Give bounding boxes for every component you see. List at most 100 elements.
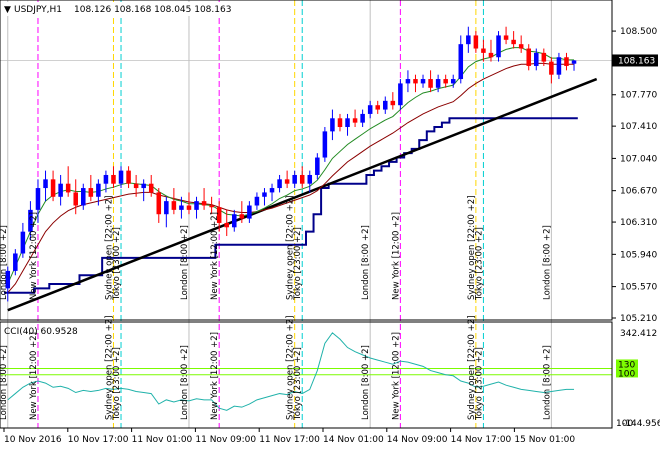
cci-level-100-box: [616, 368, 638, 378]
chart-symbol: USDJPY,H1: [14, 5, 62, 15]
price-tick-label: 107.410: [620, 122, 657, 132]
candle: [337, 113, 343, 132]
candle-body: [511, 39, 516, 45]
candle-body: [541, 52, 547, 62]
candle-body: [360, 113, 365, 123]
candle-body: [503, 35, 509, 40]
candle: [307, 170, 313, 193]
cci-min-label: -144.9565: [622, 419, 660, 429]
session-label-london: London [8:00 +2]: [542, 225, 552, 300]
candle: [73, 179, 78, 215]
candle: [549, 57, 554, 84]
candle-body: [549, 61, 554, 75]
candle: [20, 222, 26, 258]
price-axis[interactable]: 108.500 108.163 107.770 107.410 107.040 106.6…: [612, 27, 658, 324]
candle: [126, 166, 131, 189]
candle: [88, 174, 94, 202]
trendline[interactable]: [7, 77, 598, 312]
session-label-london: London [8:00 +2]: [0, 225, 9, 300]
candle: [511, 31, 516, 49]
candle-body: [405, 79, 411, 84]
candle-body: [201, 201, 207, 206]
candle: [315, 153, 320, 180]
candle-body: [367, 105, 373, 114]
cci-pane-border: [0, 321, 613, 429]
dropdown-arrow-icon[interactable]: ▼: [4, 5, 11, 15]
candle: [405, 70, 411, 93]
session-label-sydney: Sydney open [22:00 +2]: [286, 316, 296, 420]
candle-body: [269, 188, 275, 193]
cci-title: CCI(40) 60.9528: [4, 327, 78, 337]
candle-body: [345, 118, 350, 128]
candle: [216, 201, 222, 232]
candle: [526, 44, 531, 71]
candle-body: [216, 207, 222, 223]
candle: [284, 170, 290, 189]
candle: [239, 201, 245, 223]
candle: [413, 74, 418, 93]
session-label-sydney: Sydney open [22:00 +2]: [467, 316, 477, 420]
candle: [443, 74, 448, 88]
cci-line: [7, 332, 575, 411]
candle: [58, 174, 63, 206]
time-tick-label: 10 Nov 17:00: [68, 435, 129, 445]
session-label-tokyo: Tokyo [23:00 +2]: [112, 227, 122, 301]
current-price-label: 108.163: [618, 56, 655, 66]
candle-body: [413, 79, 418, 84]
candle-body: [534, 52, 539, 66]
candle: [156, 188, 162, 223]
candle: [186, 192, 192, 215]
main-pane-border: [0, 0, 613, 321]
candle: [148, 174, 154, 197]
candle-body: [164, 201, 169, 215]
session-labels: London [8:00 +2] London [8:00 +2] London […: [0, 196, 552, 421]
session-label-sydney: Sydney open [22:00 +2]: [104, 316, 114, 420]
candle-body: [375, 105, 380, 110]
candle: [503, 26, 509, 45]
candle-body: [481, 48, 486, 53]
cci-level-130-label: 130: [618, 360, 635, 370]
candle: [209, 196, 214, 215]
cci-level-100-label: 100: [618, 369, 635, 379]
session-label-london: London [8:00 +2]: [361, 225, 371, 300]
candle-body: [556, 57, 562, 75]
candle: [466, 26, 471, 53]
candle: [481, 39, 486, 62]
candle-body: [20, 231, 26, 254]
candle-body: [284, 179, 290, 184]
candle-body: [383, 100, 388, 110]
candle: [345, 113, 350, 136]
candle: [450, 74, 456, 88]
candle: [43, 170, 48, 202]
candle: [458, 35, 464, 84]
candle-body: [277, 179, 282, 189]
time-axis[interactable]: 10 Nov 2016 10 Nov 17:00 11 Nov 01:00 11 No…: [3, 428, 575, 445]
time-tick-label: 15 Nov 01:00: [514, 435, 575, 445]
candle-body: [262, 192, 267, 197]
candle-body: [58, 183, 63, 197]
trendline-segment[interactable]: [7, 77, 598, 312]
ma-fast-line: [7, 47, 575, 285]
candle: [96, 179, 101, 206]
candle: [224, 209, 229, 237]
cci-indicator: [0, 332, 612, 411]
candle-body: [390, 100, 396, 106]
candle-body: [526, 48, 531, 66]
candle-body: [232, 214, 237, 228]
candle-body: [473, 35, 479, 49]
candle-body: [254, 196, 260, 206]
session-label-newyork: New York [12:00 +2]: [210, 332, 220, 420]
candle: [534, 48, 539, 71]
candle: [247, 201, 252, 223]
candle: [299, 166, 305, 189]
candle-body: [247, 205, 252, 219]
candle-body: [337, 118, 343, 128]
candle-body: [5, 270, 11, 289]
candle-body: [518, 44, 524, 49]
candle-body: [50, 179, 56, 197]
candle-body: [450, 79, 456, 84]
candle-body: [466, 35, 471, 45]
candle: [81, 183, 86, 210]
